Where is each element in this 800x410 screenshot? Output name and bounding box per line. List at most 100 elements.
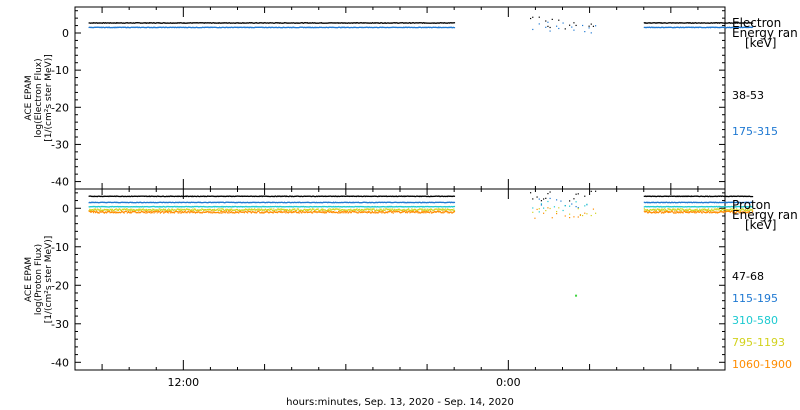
- data-point: [651, 22, 653, 24]
- data-point: [699, 206, 701, 208]
- data-point: [327, 22, 329, 24]
- data-point: [388, 205, 390, 208]
- data-point: [101, 195, 103, 198]
- data-point: [303, 201, 305, 204]
- data-point: [97, 22, 99, 24]
- data-point: [320, 195, 323, 197]
- data-point: [230, 208, 232, 210]
- data-point: [166, 22, 168, 24]
- data-point: [412, 22, 414, 24]
- data-point: [674, 195, 677, 198]
- data-point: [245, 195, 247, 197]
- data-point: [98, 202, 100, 204]
- data-point: [161, 202, 163, 204]
- data-point: [373, 27, 375, 29]
- data-point: [404, 22, 407, 24]
- data-point: [374, 201, 377, 204]
- data-point: [443, 208, 445, 210]
- data-point: [430, 202, 432, 204]
- data-point: [723, 205, 726, 208]
- data-point: [203, 201, 205, 204]
- data-point: [110, 201, 112, 203]
- data-point: [171, 26, 174, 28]
- data-point: [244, 22, 246, 24]
- data-point: [202, 206, 204, 208]
- data-point: [236, 22, 239, 24]
- data-point: [667, 22, 670, 24]
- data-point: [234, 211, 237, 213]
- data-point: [318, 195, 321, 198]
- data-point: [189, 209, 191, 211]
- data-point: [214, 26, 216, 28]
- data-point: [439, 208, 441, 210]
- data-point: [671, 195, 673, 197]
- data-point: [217, 211, 219, 213]
- data-point: [692, 195, 694, 197]
- data-point: [706, 22, 708, 24]
- data-point: [543, 198, 545, 200]
- data-point: [437, 208, 440, 210]
- data-point: [404, 202, 407, 204]
- data-point: [445, 22, 447, 24]
- data-point: [135, 195, 137, 197]
- data-point: [304, 209, 307, 211]
- data-point: [170, 195, 172, 198]
- data-point: [150, 22, 152, 24]
- data-point: [243, 209, 246, 211]
- data-point: [301, 206, 303, 208]
- data-point: [275, 26, 277, 28]
- data-point: [203, 211, 205, 214]
- data-point: [342, 22, 344, 24]
- data-point: [208, 201, 210, 203]
- data-point: [264, 209, 266, 211]
- data-point: [301, 209, 303, 212]
- data-point: [406, 201, 408, 203]
- data-point: [661, 195, 663, 198]
- data-point: [730, 201, 732, 203]
- data-point: [288, 201, 290, 203]
- data-point: [180, 212, 183, 214]
- data-point: [325, 205, 327, 208]
- data-point: [532, 198, 534, 200]
- data-point: [133, 195, 135, 198]
- data-point: [363, 22, 365, 24]
- data-point: [152, 210, 155, 212]
- data-point: [359, 202, 361, 204]
- data-point: [228, 22, 230, 24]
- data-point: [216, 22, 218, 24]
- data-point: [732, 201, 735, 204]
- data-point: [709, 206, 711, 208]
- data-point: [332, 195, 334, 197]
- data-point: [202, 208, 204, 211]
- data-point: [749, 195, 751, 198]
- data-point: [138, 195, 141, 197]
- data-point: [136, 22, 139, 24]
- data-point: [704, 201, 706, 204]
- data-point: [360, 208, 363, 211]
- data-point: [439, 201, 441, 203]
- data-point: [148, 26, 150, 28]
- data-point: [231, 201, 233, 203]
- data-point: [164, 22, 167, 24]
- data-point: [737, 195, 740, 197]
- data-point: [384, 206, 386, 208]
- data-point: [433, 26, 435, 28]
- data-point: [121, 201, 123, 204]
- data-point: [564, 28, 566, 30]
- data-point: [275, 22, 277, 24]
- data-point: [436, 195, 438, 197]
- data-point: [688, 26, 690, 28]
- data-point: [171, 22, 174, 24]
- data-point: [287, 22, 289, 24]
- data-point: [192, 26, 195, 29]
- data-point: [93, 22, 95, 24]
- data-point: [685, 22, 687, 24]
- data-point: [273, 26, 275, 29]
- data-point: [595, 190, 597, 192]
- data-point: [395, 195, 398, 197]
- data-point: [407, 22, 409, 24]
- data-point: [446, 22, 448, 24]
- data-point: [136, 26, 139, 28]
- data-point: [420, 195, 422, 198]
- data-point: [413, 202, 415, 204]
